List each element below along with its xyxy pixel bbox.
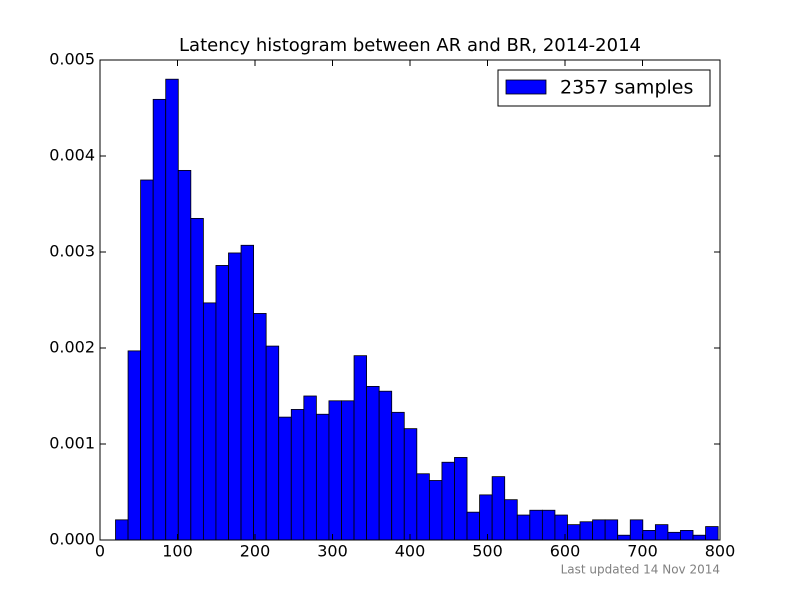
bar [127, 350, 142, 541]
bar [315, 413, 330, 541]
chart-title: Latency histogram between AR and BR, 201… [179, 35, 641, 56]
bar [240, 244, 255, 541]
x-tick-label: 500 [472, 542, 503, 561]
bar [466, 511, 480, 541]
bar [328, 400, 342, 541]
bar [202, 302, 217, 541]
bar [617, 534, 631, 541]
bar [642, 530, 656, 541]
bar [115, 519, 129, 541]
bar [228, 252, 242, 541]
bar [303, 395, 317, 541]
bar [366, 385, 380, 541]
bar [152, 98, 167, 541]
legend-label: 2357 samples [560, 77, 693, 99]
bar [567, 524, 581, 541]
bar [491, 476, 506, 541]
x-tick-label: 0 [95, 542, 105, 561]
bar [140, 179, 154, 541]
x-tick-label: 300 [317, 542, 348, 561]
bar [353, 355, 368, 541]
bar [479, 494, 493, 541]
y-tick-label: 0.001 [49, 434, 95, 453]
bar [215, 265, 229, 541]
bar [454, 457, 468, 541]
bar [592, 519, 606, 541]
bar [278, 416, 292, 541]
x-tick-label: 600 [550, 542, 581, 561]
bar [428, 480, 443, 541]
legend-swatch [505, 79, 547, 95]
bar [579, 521, 593, 541]
x-tick-label: 800 [705, 542, 736, 561]
x-tick-label: 100 [162, 542, 193, 561]
bar [629, 519, 644, 541]
bar [541, 509, 556, 541]
bar [680, 530, 694, 541]
bar [441, 461, 455, 541]
x-tick-label: 700 [627, 542, 658, 561]
bar [416, 473, 430, 541]
y-tick-label: 0.002 [49, 338, 95, 357]
bar [667, 531, 681, 541]
y-tick-label: 0.005 [49, 50, 95, 69]
bar [529, 509, 543, 541]
bar [516, 514, 531, 541]
annotation: Last updated 14 Nov 2014 [561, 563, 720, 577]
y-tick-label: 0.004 [49, 146, 95, 165]
bar [253, 313, 267, 541]
bar [403, 428, 418, 541]
bar [190, 217, 204, 541]
bar [378, 390, 393, 541]
bar [705, 526, 719, 541]
bar [391, 411, 405, 541]
x-tick-label: 400 [395, 542, 426, 561]
bar [265, 345, 280, 541]
bar [654, 524, 669, 541]
bar [504, 499, 518, 541]
bar [554, 514, 568, 541]
y-tick-label: 0.000 [49, 530, 95, 549]
bar [341, 400, 355, 541]
bar [177, 169, 192, 541]
bar [165, 78, 179, 541]
x-tick-label: 200 [240, 542, 271, 561]
bar [290, 409, 305, 541]
bar [692, 534, 706, 541]
y-tick-label: 0.003 [49, 242, 95, 261]
bar [604, 519, 619, 541]
